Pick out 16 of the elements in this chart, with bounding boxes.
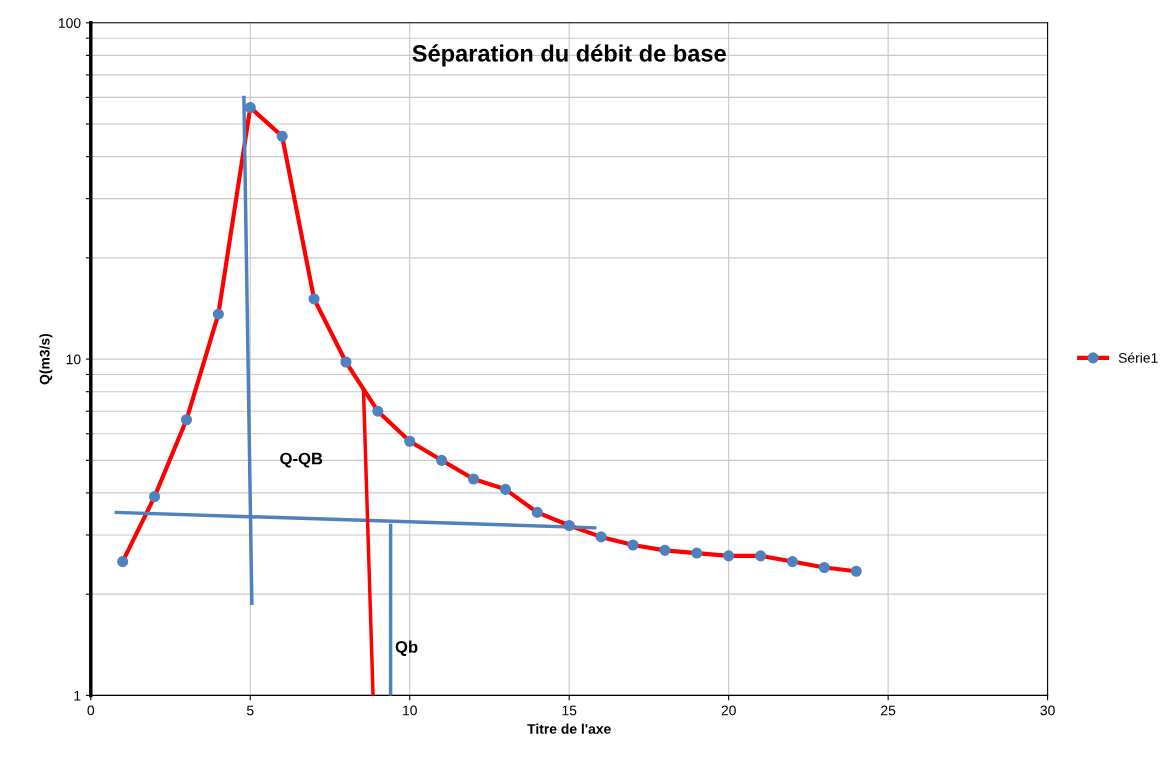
x-tick-label: 25 (881, 705, 896, 716)
x-tick-label: 0 (87, 705, 95, 716)
x-tick-label: 15 (562, 705, 577, 716)
x-tick-label: 20 (721, 705, 736, 716)
legend-label: Série1 (1118, 352, 1158, 363)
y-axis-title: Q(m3/s) (39, 333, 53, 385)
text: Séparation du débit de base (412, 44, 726, 67)
annotation: Qb (395, 640, 418, 656)
annotation: Q-QB (280, 452, 323, 468)
x-tick-label: 10 (403, 705, 417, 716)
x-tick-label: 30 (1040, 705, 1055, 716)
y-tick-label: 100 (58, 18, 81, 28)
y-tick-label: 10 (66, 354, 81, 365)
y-tick-label: 1 (74, 690, 81, 701)
x-axis-title: Titre de l'axe (527, 723, 611, 734)
x-tick-label: 5 (246, 705, 254, 716)
